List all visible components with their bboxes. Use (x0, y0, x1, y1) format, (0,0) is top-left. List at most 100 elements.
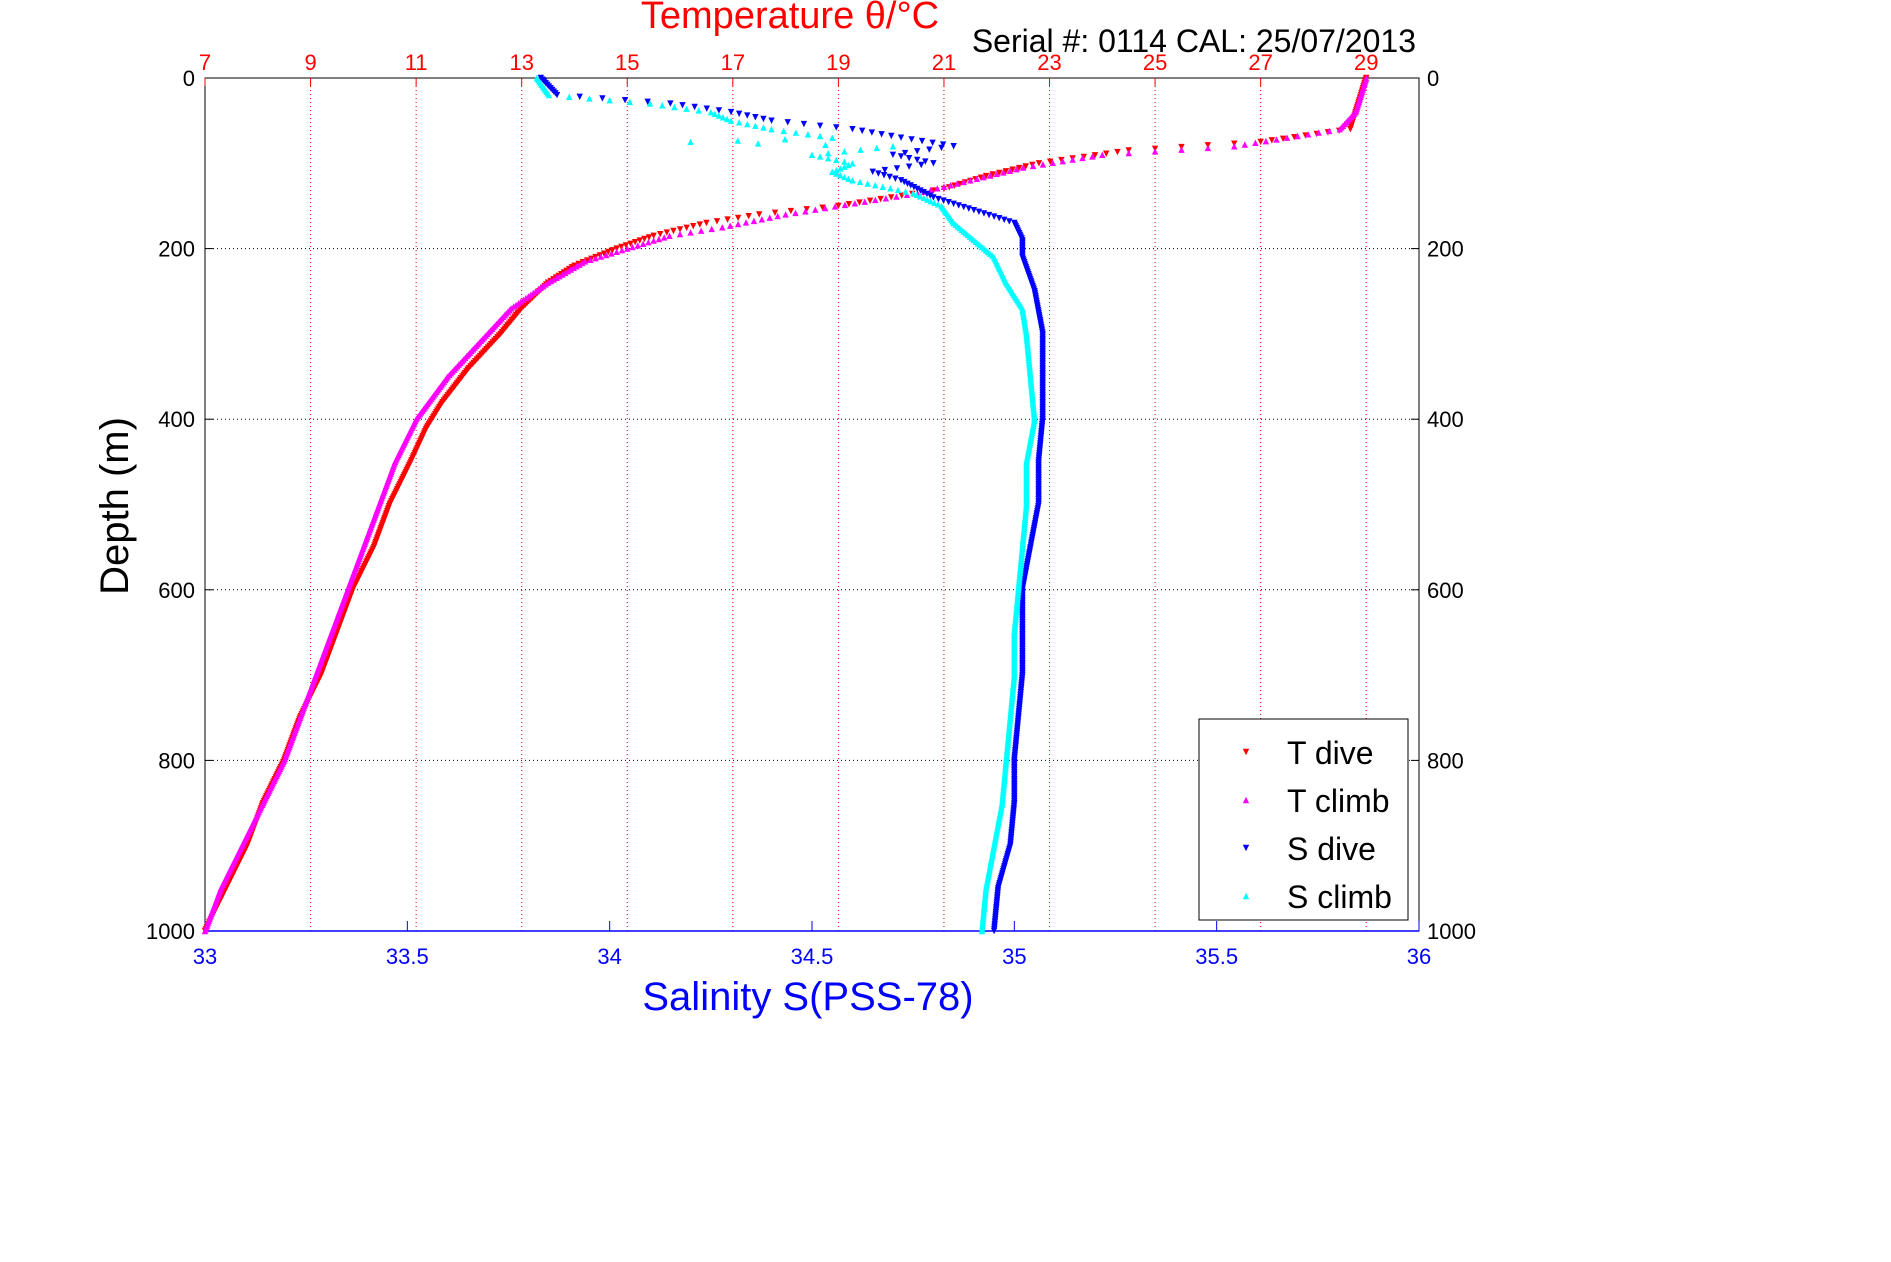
trace-marker (960, 203, 967, 211)
trace-marker (634, 242, 642, 249)
trace-marker (1262, 137, 1270, 145)
data-point (768, 117, 775, 124)
trace-marker (939, 141, 947, 148)
trace-marker (920, 194, 927, 202)
trace-marker (639, 240, 647, 248)
salinity-tick-label: 35.5 (1195, 944, 1238, 969)
legend-marker (1242, 748, 1250, 756)
trace-marker (758, 216, 766, 223)
data-point (849, 177, 856, 184)
data-point (889, 143, 897, 150)
trace-marker (371, 542, 378, 549)
trace-marker (841, 163, 848, 170)
trace-marker (1027, 542, 1035, 549)
trace-marker (914, 185, 921, 193)
trace-marker (202, 926, 209, 933)
trace-marker (644, 98, 651, 106)
trace-marker (520, 303, 527, 310)
depth-tick-label-left: 0 (183, 66, 195, 91)
trace-marker (657, 231, 664, 238)
trace-marker (897, 153, 905, 160)
trace-marker (659, 102, 666, 109)
legend-marker (1242, 796, 1250, 804)
trace-marker (1002, 168, 1010, 175)
trace-marker (879, 183, 887, 190)
trace-marker (1291, 133, 1298, 141)
legend-label: S dive (1287, 831, 1376, 867)
trace-marker (878, 131, 885, 138)
trace-marker (742, 219, 750, 226)
legend-items: T dive T climb S dive S climb (1242, 735, 1392, 915)
trace-marker (1007, 712, 1014, 720)
trace-marker (856, 199, 863, 206)
depth-tick-label-right: 400 (1427, 407, 1464, 432)
trace-marker (1279, 135, 1287, 142)
data-point (930, 194, 937, 201)
trace-marker (626, 98, 634, 106)
trace-marker (857, 146, 864, 153)
trace-marker (1241, 141, 1249, 148)
temperature-tick-label: 13 (509, 50, 533, 75)
trace-marker (618, 243, 625, 251)
data-point (624, 245, 631, 252)
data-point (1231, 143, 1238, 150)
axes: 0 0 200 200 400 400 600 600 800 800 1000 1000 7 9 11 13… (146, 50, 1476, 969)
trace-marker (833, 166, 840, 174)
trace-marker (771, 209, 779, 216)
trace-marker (735, 110, 743, 118)
temperature-tick-label: 11 (405, 50, 428, 75)
temperature-tick-label: 23 (1037, 50, 1061, 75)
trace-marker (697, 227, 705, 234)
trace-marker (715, 107, 723, 114)
trace-marker (608, 250, 615, 257)
trace-marker (592, 254, 599, 262)
trace-marker (914, 156, 921, 164)
trace-marker (913, 191, 920, 198)
trace-marker (877, 195, 884, 203)
trace-marker (605, 248, 612, 256)
temperature-tick-label: 7 (199, 50, 211, 75)
trace-marker (1015, 584, 1022, 592)
trace-marker (744, 112, 751, 119)
trace-marker (719, 114, 727, 121)
trace-marker (744, 120, 751, 128)
chart-title: Temperature θ/°C (641, 0, 939, 37)
data-point (727, 108, 735, 116)
trace-marker (1035, 499, 1042, 506)
trace-marker (1007, 840, 1014, 848)
temperature-tick-label: 25 (1143, 50, 1167, 75)
trace-marker (940, 197, 947, 204)
trace-marker (586, 95, 593, 102)
trace-marker (910, 183, 918, 191)
data-point (861, 198, 868, 205)
trace-marker (1022, 163, 1029, 170)
trace-marker (1046, 158, 1054, 165)
trace-marker (990, 213, 998, 220)
trace-marker (1011, 670, 1018, 677)
trace-marker (887, 185, 894, 192)
trace-marker (602, 251, 610, 259)
trace-marker (695, 107, 702, 114)
data-point (829, 134, 836, 141)
data-point (909, 189, 917, 197)
trace-marker (618, 246, 626, 254)
data-point (768, 125, 775, 133)
trace-marker (1015, 164, 1023, 172)
salinity-tick-label: 36 (1407, 944, 1431, 969)
trace-marker (1011, 755, 1018, 762)
trace-marker (920, 189, 927, 196)
trace-marker (1283, 134, 1291, 141)
trace-marker (1114, 148, 1121, 156)
trace-marker (929, 139, 936, 147)
temperature-tick-label: 19 (826, 50, 850, 75)
trace-marker (851, 200, 859, 207)
data-point (897, 177, 905, 184)
trace-marker (905, 163, 913, 170)
trace-marker (940, 183, 948, 190)
trace-marker (845, 201, 853, 208)
trace-marker (687, 229, 694, 236)
trace-marker (1023, 456, 1030, 464)
data-point (667, 100, 674, 107)
depth-tick-label-right: 200 (1427, 237, 1464, 262)
trace-marker (735, 119, 743, 126)
